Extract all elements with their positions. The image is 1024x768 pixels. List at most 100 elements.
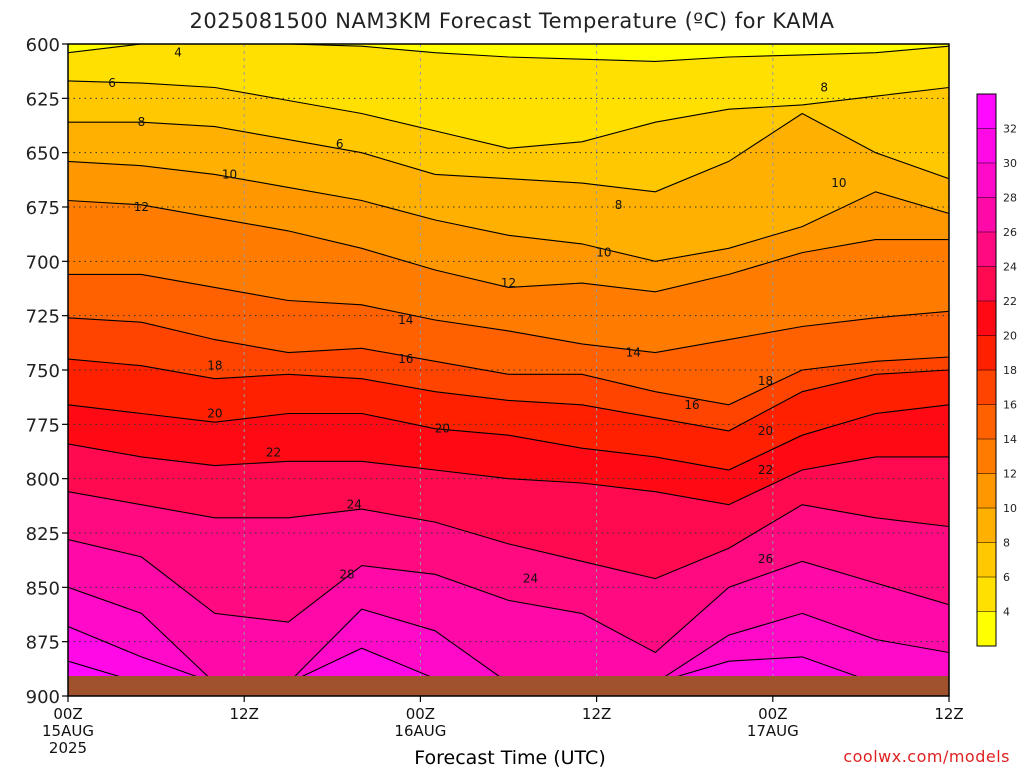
contour-18 xyxy=(68,358,949,432)
colorbar-label: 10 xyxy=(1003,502,1017,515)
x-tick-label: 12Z xyxy=(582,705,611,723)
temperature-fill xyxy=(68,44,949,696)
svg-text:16: 16 xyxy=(684,398,699,412)
x-tick-date: 17AUG xyxy=(747,722,799,740)
colorbar-label: 6 xyxy=(1003,571,1010,584)
x-axis-label: Forecast Time (UTC) xyxy=(414,747,605,768)
svg-text:22: 22 xyxy=(758,463,773,477)
colorbar-swatch xyxy=(977,232,996,267)
svg-text:12: 12 xyxy=(501,276,516,290)
contour-label: 8 xyxy=(820,80,828,94)
contour-label: 20 xyxy=(758,424,773,438)
colorbar-swatch xyxy=(977,197,996,233)
contour-10 xyxy=(68,160,949,262)
contour-16 xyxy=(68,317,949,406)
contour-label: 20 xyxy=(435,422,450,436)
y-tick-label: 700 xyxy=(26,252,60,273)
contour-label: 14 xyxy=(626,346,641,360)
y-axis: 600 625 650 675 700 725 750 775 800 825 850 875 900 xyxy=(26,35,68,708)
colorbar-label: 30 xyxy=(1003,157,1017,170)
colorbar-label: 18 xyxy=(1003,364,1017,377)
contour-8 xyxy=(68,112,949,193)
y-tick-label: 675 xyxy=(26,198,60,219)
colorbar-label: 26 xyxy=(1003,226,1017,239)
y-tick-label: 800 xyxy=(26,470,60,491)
colorbar-swatch xyxy=(977,266,996,302)
contour-12 xyxy=(68,199,949,293)
colorbar-swatch xyxy=(977,611,996,647)
colorbar: 4 6 8 10 12 14 16 18 20 22 24 26 28 30 32 xyxy=(976,93,1017,647)
svg-text:18: 18 xyxy=(758,374,773,388)
contour-label: 10 xyxy=(222,167,237,181)
terrain-band xyxy=(68,676,949,696)
y-tick-label: 750 xyxy=(26,361,60,382)
y-tick-label: 850 xyxy=(26,578,60,599)
svg-text:24: 24 xyxy=(523,572,538,586)
colorbar-swatch xyxy=(977,370,996,405)
svg-text:18: 18 xyxy=(207,359,222,373)
colorbar-swatch xyxy=(977,163,996,198)
contour-label: 24 xyxy=(347,498,362,512)
svg-text:22: 22 xyxy=(266,446,281,460)
svg-text:20: 20 xyxy=(758,424,773,438)
svg-text:28: 28 xyxy=(339,567,354,581)
contour-6 xyxy=(68,80,949,149)
svg-text:12: 12 xyxy=(134,200,149,214)
y-tick-label: 650 xyxy=(26,144,60,165)
contour-label: 18 xyxy=(758,374,773,388)
svg-text:8: 8 xyxy=(615,198,623,212)
colorbar-label: 28 xyxy=(1003,192,1017,205)
colorbar-label: 20 xyxy=(1003,330,1017,343)
x-tick-label: 12Z xyxy=(934,705,963,723)
x-tick-label: 12Z xyxy=(230,705,259,723)
colorbar-swatch xyxy=(977,542,996,578)
contour-label: 16 xyxy=(684,398,699,412)
colorbar-label: 14 xyxy=(1003,433,1017,446)
x-tick-label: 00Z xyxy=(758,705,787,723)
svg-text:10: 10 xyxy=(831,176,846,190)
colorbar-swatch xyxy=(977,404,996,440)
svg-text:26: 26 xyxy=(758,552,773,566)
contour-24 xyxy=(68,491,949,580)
colorbar-swatch xyxy=(977,473,996,509)
colorbar-label: 24 xyxy=(1003,261,1017,274)
contour-label: 16 xyxy=(398,352,413,366)
contour-26 xyxy=(68,538,949,654)
svg-text:6: 6 xyxy=(108,76,116,90)
y-tick-label: 625 xyxy=(26,89,60,110)
y-tick-label: 725 xyxy=(26,307,60,328)
x-tick-date: 15AUG xyxy=(42,722,94,740)
contour-label: 6 xyxy=(108,76,116,90)
x-tick-date: 16AUG xyxy=(394,722,446,740)
contour-20 xyxy=(68,404,949,471)
colorbar-swatch xyxy=(977,94,996,129)
contour-label: 22 xyxy=(266,446,281,460)
svg-text:8: 8 xyxy=(820,80,828,94)
contour-label: 28 xyxy=(339,567,354,581)
x-tick-year: 2025 xyxy=(49,739,87,757)
contour-14 xyxy=(68,273,949,354)
contour-label: 12 xyxy=(134,200,149,214)
contour-label: 4 xyxy=(174,46,182,60)
svg-text:6: 6 xyxy=(336,137,344,151)
y-tick-label: 825 xyxy=(26,524,60,545)
contour-22 xyxy=(68,443,949,506)
colorbar-swatch xyxy=(977,301,996,336)
colorbar-label: 8 xyxy=(1003,537,1010,550)
x-tick-label: 00Z xyxy=(53,705,82,723)
colorbar-label: 32 xyxy=(1003,123,1017,136)
svg-text:4: 4 xyxy=(174,46,182,60)
contour-label: 26 xyxy=(758,552,773,566)
colorbar-swatch xyxy=(977,508,996,543)
colorbar-label: 22 xyxy=(1003,295,1017,308)
y-tick-label: 875 xyxy=(26,633,60,654)
y-tick-label: 900 xyxy=(26,687,60,708)
colorbar-swatch xyxy=(977,335,996,371)
y-tick-label: 600 xyxy=(26,35,60,56)
source-credit: coolwx.com/models xyxy=(843,747,1010,766)
contour-labels: 4 6 6 8 8 8 10 10 10 12 12 14 14 16 16 18 18 20 20 20 22 22 24… xyxy=(108,46,846,586)
x-tick-label: 00Z xyxy=(406,705,435,723)
colorbar-swatch xyxy=(977,439,996,474)
contour-label: 22 xyxy=(758,463,773,477)
